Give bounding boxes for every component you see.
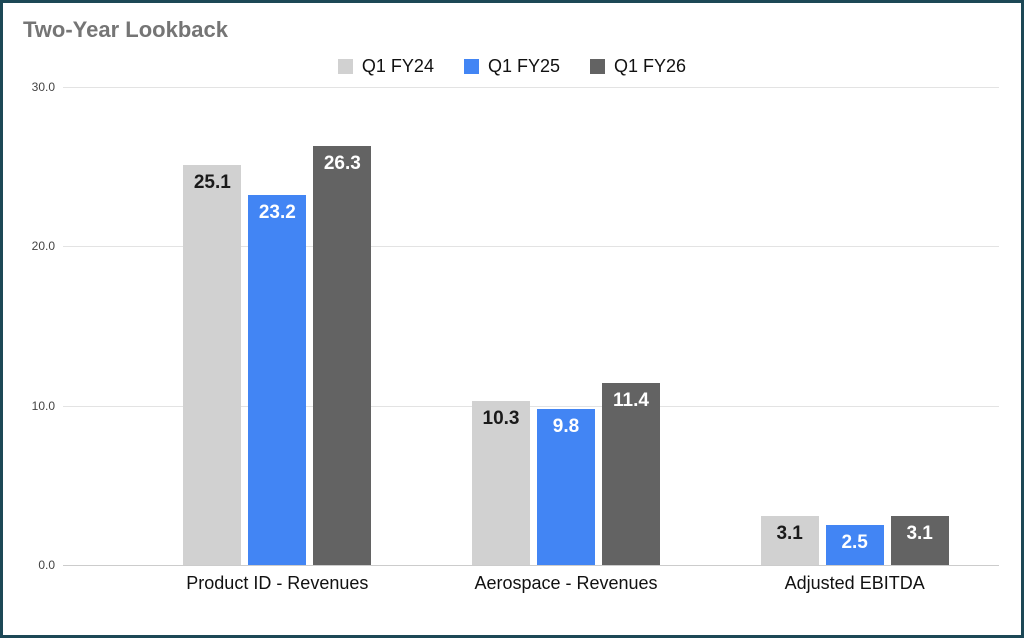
y-tick-label: 0.0	[38, 558, 55, 572]
bar-value-label: 3.1	[906, 522, 933, 544]
bar: 23.2	[248, 195, 307, 565]
bar-value-label: 25.1	[193, 172, 231, 194]
bar: 11.4	[602, 383, 660, 565]
bar: 2.5	[825, 525, 884, 565]
legend-item: Q1 FY24	[337, 55, 434, 77]
bar-value-label: 23.2	[258, 202, 296, 224]
bar-group: 10.3 9.8 11.4	[422, 87, 711, 565]
bar-group: 3.1 2.5 3.1	[710, 87, 999, 565]
y-tick-label: 20.0	[31, 239, 55, 254]
legend-swatch-icon	[590, 58, 606, 74]
legend-swatch-icon	[337, 58, 353, 74]
legend-swatch-icon	[463, 58, 479, 74]
legend-item: Q1 FY26	[590, 56, 686, 77]
bar-value-label: 2.5	[841, 532, 868, 554]
x-axis-labels: Product ID - Revenues Aerospace - Revenue…	[63, 573, 999, 594]
bar-value-label: 3.1	[776, 522, 803, 544]
bar: 10.3	[472, 400, 530, 565]
legend: Q1 FY24 Q1 FY25 Q1 FY26	[15, 49, 1009, 83]
legend-label: Q1 FY25	[487, 55, 561, 76]
plot-area: 0.0 10.0 20.0 30.0 25.1 23.2 26.3 10.3 9.8 11.4 3.…	[32, 80, 999, 572]
y-tick-label: 30.0	[31, 80, 55, 94]
chart-title: Two-Year Lookback	[23, 17, 228, 42]
category-label: Aerospace - Revenues	[474, 573, 658, 593]
legend-label: Q1 FY26	[614, 55, 687, 76]
chart-area: 0.0 10.0 20.0 30.0 25.1 23.2 26.3 10.3 9.8 11.4 3.…	[32, 80, 999, 594]
bar-value-label: 26.3	[323, 152, 361, 174]
gridline	[63, 87, 999, 88]
category-label: Adjusted EBITDA	[784, 573, 925, 593]
bar-groups: 25.1 23.2 26.3 10.3 9.8 11.4 3.1 2.5 3.1	[63, 87, 999, 565]
bar: 26.3	[313, 145, 372, 565]
legend-item: Q1 FY25	[463, 55, 561, 77]
gridline	[63, 246, 999, 248]
y-tick-label: 10.0	[31, 398, 55, 413]
bar: 3.1	[890, 515, 949, 565]
gridline	[63, 405, 999, 407]
bar: 25.1	[183, 165, 242, 565]
bar-value-label: 11.4	[613, 390, 649, 412]
bar-value-label: 10.3	[482, 407, 520, 429]
category-label: Product ID - Revenues	[186, 573, 369, 593]
bar: 3.1	[760, 515, 819, 565]
bar: 9.8	[537, 408, 595, 565]
legend-label: Q1 FY24	[361, 55, 434, 76]
bar-value-label: 9.8	[552, 415, 580, 437]
x-axis-line	[63, 565, 999, 566]
bar-group: 25.1 23.2 26.3	[133, 87, 422, 565]
